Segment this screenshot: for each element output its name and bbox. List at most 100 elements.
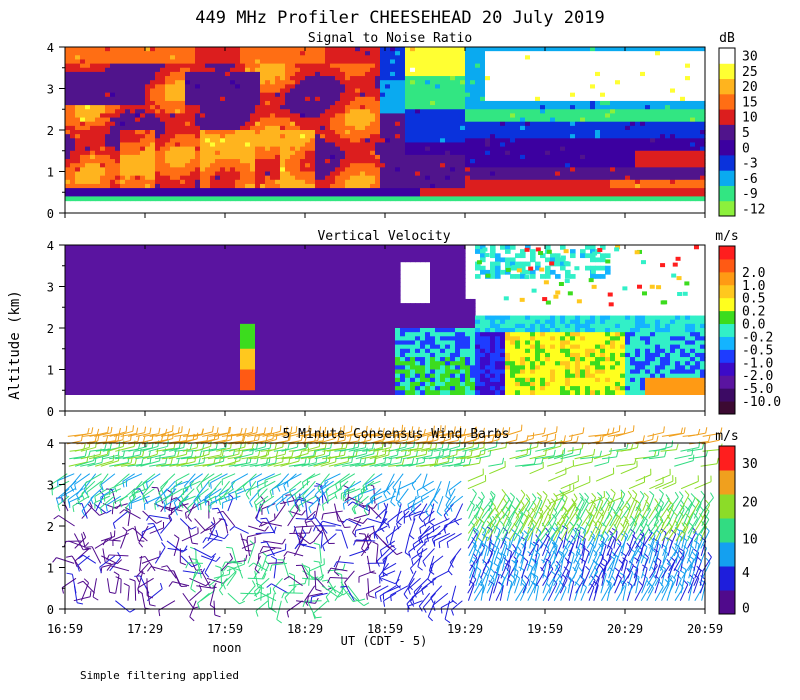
snr-cell <box>650 159 656 164</box>
snr-cell <box>320 71 326 77</box>
snr-cell <box>205 146 211 152</box>
snr-cell <box>350 163 356 168</box>
snr-cell <box>620 80 626 85</box>
snr-cell <box>70 80 76 85</box>
snr-cell <box>395 179 401 185</box>
snr-cell <box>410 150 416 156</box>
snr-cell <box>645 196 651 202</box>
snr-cell <box>465 96 471 102</box>
snr-cell <box>655 59 661 65</box>
snr-cell <box>510 138 516 144</box>
snr-cell <box>225 179 231 185</box>
snr-cell <box>275 167 281 173</box>
snr-cell <box>500 192 506 197</box>
snr-cell <box>690 47 696 52</box>
snr-cell <box>315 117 321 123</box>
snr-cell <box>635 117 641 123</box>
snr-cell <box>125 113 131 119</box>
snr-cell <box>450 47 456 52</box>
snr-cell <box>80 55 86 61</box>
snr-cell <box>570 192 576 197</box>
snr-cell <box>240 142 246 148</box>
vv-cell <box>80 286 86 292</box>
snr-cell <box>315 63 321 69</box>
snr-cell <box>530 92 536 98</box>
snr-cell <box>565 59 571 65</box>
snr-cell <box>90 47 96 52</box>
snr-cell <box>65 159 71 164</box>
snr-cell <box>330 121 336 127</box>
snr-cell <box>325 146 331 152</box>
snr-cell <box>255 76 261 81</box>
snr-cell <box>310 100 316 106</box>
snr-cell <box>410 109 416 114</box>
snr-cell <box>325 80 331 85</box>
snr-cell <box>215 125 221 131</box>
snr-cell <box>80 84 86 90</box>
snr-cell <box>665 163 671 168</box>
vv-cell <box>75 357 81 362</box>
snr-cell <box>120 76 126 81</box>
snr-cell <box>660 88 666 94</box>
snr-cell <box>630 88 636 94</box>
snr-cell <box>460 88 466 94</box>
snr-cell <box>570 134 576 139</box>
snr-cell <box>640 84 646 90</box>
snr-cell <box>285 125 291 131</box>
snr-cell <box>295 121 301 127</box>
snr-cell <box>380 51 386 56</box>
snr-cell <box>665 150 671 156</box>
snr-cell <box>150 179 156 185</box>
snr-cell <box>640 96 646 102</box>
snr-cell <box>425 146 431 152</box>
snr-cell <box>640 150 646 156</box>
snr-cell <box>285 188 291 193</box>
snr-cell <box>450 183 456 189</box>
snr-cell <box>495 76 501 81</box>
snr-cell <box>375 71 381 77</box>
snr-cell <box>185 47 191 52</box>
snr-cell <box>615 125 621 131</box>
snr-cell <box>155 96 161 102</box>
snr-cell <box>150 154 156 160</box>
snr-cell <box>240 92 246 98</box>
snr-cell <box>260 179 266 185</box>
snr-cell <box>80 63 86 69</box>
snr-cell <box>575 138 581 144</box>
snr-cell <box>645 121 651 127</box>
snr-cell <box>460 121 466 127</box>
snr-cell <box>680 47 686 52</box>
snr-cell <box>435 192 441 197</box>
snr-cell <box>190 167 196 173</box>
snr-cell <box>90 96 96 102</box>
snr-cell <box>660 138 666 144</box>
snr-cell <box>490 105 496 110</box>
snr-cell <box>695 105 701 110</box>
snr-cell <box>480 142 486 148</box>
snr-cell <box>180 121 186 127</box>
snr-cell <box>700 150 706 156</box>
snr-cell <box>65 67 71 73</box>
snr-cell <box>85 192 91 197</box>
vv-cell <box>65 332 71 337</box>
snr-cell <box>685 105 691 110</box>
snr-cell <box>580 63 586 69</box>
snr-cell <box>160 88 166 94</box>
snr-cell <box>240 59 246 65</box>
snr-cell <box>190 109 196 114</box>
vv-cell <box>85 365 91 371</box>
snr-cell <box>495 117 501 123</box>
snr-cell <box>510 88 516 94</box>
snr-cell <box>165 121 171 127</box>
snr-cell <box>260 175 266 181</box>
snr-cell <box>285 150 291 156</box>
snr-cell <box>625 154 631 160</box>
snr-cell <box>270 167 276 173</box>
snr-cell <box>350 105 356 110</box>
snr-cell <box>640 125 646 131</box>
snr-cell <box>235 121 241 127</box>
snr-cell <box>400 134 406 139</box>
snr-cell <box>675 134 681 139</box>
snr-cell <box>140 92 146 98</box>
snr-cell <box>545 96 551 102</box>
